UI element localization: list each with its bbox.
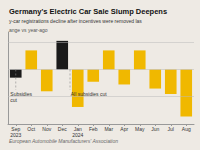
svg-text:Mar: Mar xyxy=(104,126,113,132)
svg-text:Nov: Nov xyxy=(42,126,51,132)
svg-text:All subsidies cut: All subsidies cut xyxy=(71,91,107,97)
svg-text:y-car registrations decline af: y-car registrations decline after incent… xyxy=(9,18,142,24)
svg-text:cut: cut xyxy=(10,97,17,103)
svg-text:Dec: Dec xyxy=(58,126,67,132)
svg-text:Apr: Apr xyxy=(120,126,128,132)
svg-text:May: May xyxy=(135,126,145,132)
svg-text:Jan: Jan xyxy=(73,126,82,132)
svg-text:ange vs year-ago: ange vs year-ago xyxy=(9,27,48,33)
svg-text:Oct: Oct xyxy=(27,126,35,132)
svg-text:2024: 2024 xyxy=(72,132,84,138)
svg-text:2023: 2023 xyxy=(10,132,22,138)
svg-text:Jul: Jul xyxy=(168,126,174,132)
svg-text:Aug: Aug xyxy=(182,126,191,132)
svg-text:European Automobile Manufactur: European Automobile Manufacturers' Assoc… xyxy=(9,138,118,144)
svg-text:Sep: Sep xyxy=(11,126,21,132)
svg-text:Germany's Electric Car Sale Sl: Germany's Electric Car Sale Slump Deepen… xyxy=(9,7,167,16)
svg-text:Subsidies: Subsidies xyxy=(10,91,32,98)
svg-text:Jun: Jun xyxy=(151,126,159,132)
svg-text:Feb: Feb xyxy=(89,126,98,132)
